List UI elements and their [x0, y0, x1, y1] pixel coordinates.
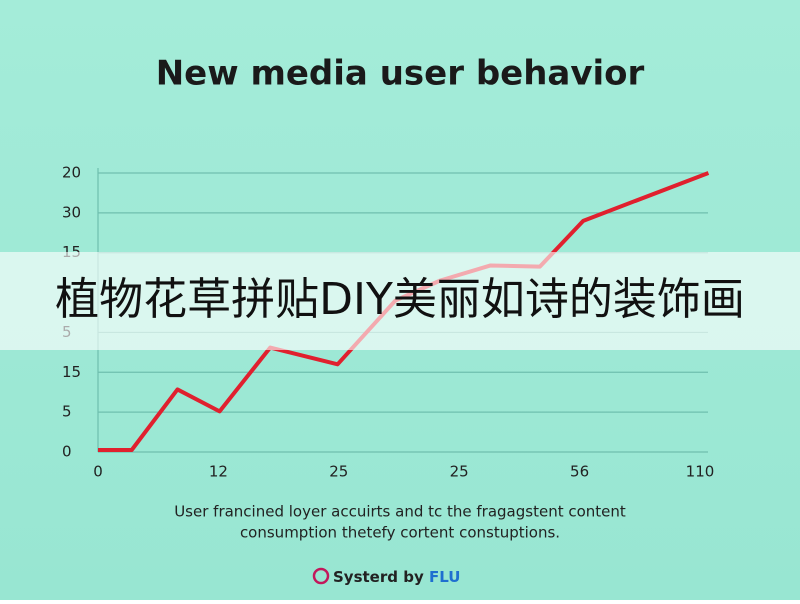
chart-title: New media user behavior — [156, 54, 645, 94]
x-tick-label: 12 — [209, 463, 228, 481]
caption: consumption thetefy cortent constuptions… — [240, 524, 560, 542]
caption: User francined loyer accuirts and tc the… — [174, 503, 626, 521]
x-tick-label: 56 — [570, 463, 589, 481]
x-tick-label: 25 — [329, 463, 348, 481]
banner — [0, 252, 800, 350]
brand: Systerd by FLU — [333, 568, 460, 586]
x-tick-label: 110 — [686, 463, 715, 481]
x-tick-label: 25 — [450, 463, 469, 481]
x-tick-label: 0 — [93, 463, 103, 481]
brand-icon — [312, 567, 330, 585]
y-tick-label: 5 — [62, 403, 72, 421]
y-tick-label: 15 — [62, 363, 81, 381]
y-tick-label: 20 — [62, 164, 81, 182]
y-tick-label: 30 — [62, 203, 81, 221]
y-tick-label: 0 — [62, 443, 72, 461]
banner-text: 植物花草拼贴DIY美丽如诗的装饰画 — [55, 274, 745, 325]
